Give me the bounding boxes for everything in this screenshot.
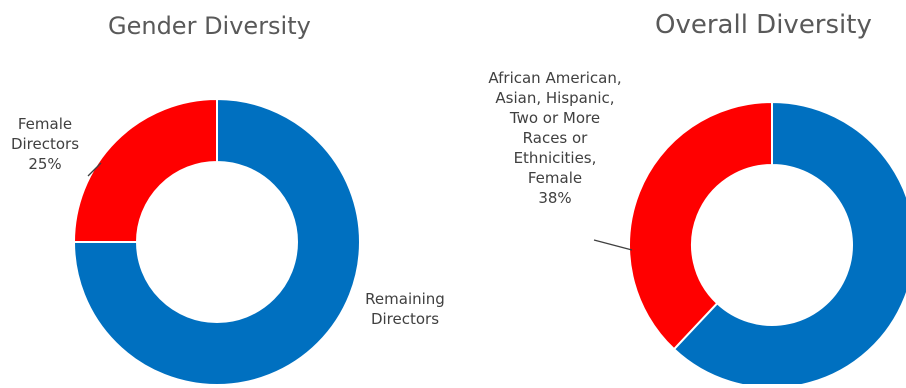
data-label-line: 38% [538, 189, 572, 207]
data-label-line: Directors [370, 310, 440, 328]
data-label-line: Female [17, 115, 73, 133]
data-label-line: Two or More [509, 109, 601, 127]
donut-slice-overall-blue [672, 100, 906, 388]
data-label-line: 25% [28, 155, 62, 173]
data-label-line: Remaining [365, 290, 445, 308]
donut-slice-gender-red [72, 97, 218, 243]
data-label-remaining-directors: Remaining Directors [355, 289, 455, 329]
data-label-line: Directors [10, 135, 80, 153]
data-label-line: African American, [488, 69, 622, 87]
chart-title-overall: Overall Diversity [655, 10, 872, 40]
data-label-line: Female [527, 169, 583, 187]
donut-slice-gender-blue [72, 97, 361, 386]
data-label-diverse-directors: African American, Asian, Hispanic, Two o… [470, 68, 640, 208]
donut-slice-overall-red [628, 100, 773, 351]
chart-title-gender: Gender Diversity [108, 12, 311, 40]
data-label-female-directors: Female Directors 25% [5, 114, 85, 174]
leader-line-female-directors [87, 162, 102, 177]
leader-line-diverse-directors [593, 239, 633, 251]
data-label-line: Asian, Hispanic, [495, 89, 615, 107]
data-label-line: Ethnicities, [513, 149, 597, 167]
data-label-line: Races or [522, 129, 588, 147]
